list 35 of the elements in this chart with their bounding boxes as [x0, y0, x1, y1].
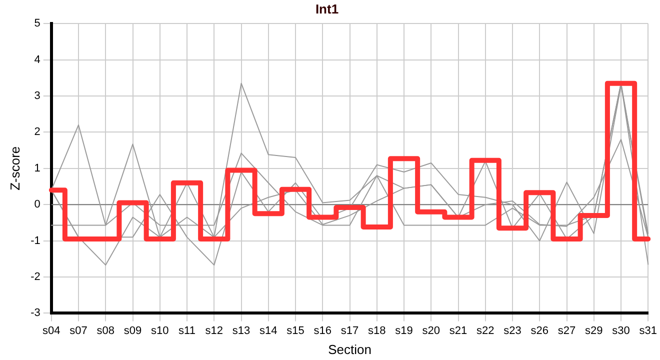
y-tick-label: -1 [30, 234, 40, 247]
y-tick-label: 1 [34, 162, 40, 174]
x-tick-label: s21 [449, 324, 468, 337]
x-tick-label: s13 [232, 324, 250, 337]
x-tick-label: s10 [151, 324, 169, 337]
x-tick-label: s22 [476, 324, 494, 337]
x-tick-label: s11 [178, 324, 196, 337]
y-tick-label: 2 [34, 126, 40, 138]
x-tick-label: s26 [530, 324, 549, 337]
chart-title: Int1 [315, 1, 339, 16]
x-tick-label: s27 [558, 324, 576, 337]
x-tick-label: s20 [422, 324, 440, 337]
y-tick-label: 4 [34, 54, 40, 66]
x-axis-title: Section [328, 342, 372, 357]
x-tick-label: s16 [314, 324, 332, 337]
x-tick-label: s15 [286, 324, 304, 337]
x-tick-label: s12 [205, 324, 224, 337]
x-tick-label: s09 [124, 324, 142, 337]
x-tick-label: s31 [639, 324, 658, 337]
x-tick-label: s18 [368, 324, 386, 337]
x-tick-label: s04 [42, 324, 60, 337]
y-tick-label: 0 [34, 198, 40, 211]
x-tick-label: s19 [395, 324, 413, 337]
y-tick-label: 3 [34, 90, 40, 102]
x-tick-label: s07 [70, 324, 88, 337]
x-tick-label: s17 [340, 324, 359, 337]
y-tick-label: -2 [30, 271, 40, 284]
x-tick-label: s08 [96, 324, 115, 337]
x-tick-label: s29 [585, 324, 603, 337]
x-tick-label: s23 [504, 324, 522, 337]
y-axis-title: Z-score [7, 146, 22, 190]
x-tick-label: s14 [260, 324, 278, 337]
y-tick-label: -3 [30, 307, 40, 320]
x-tick-label: s30 [612, 324, 630, 337]
y-tick-label: 5 [34, 18, 40, 30]
